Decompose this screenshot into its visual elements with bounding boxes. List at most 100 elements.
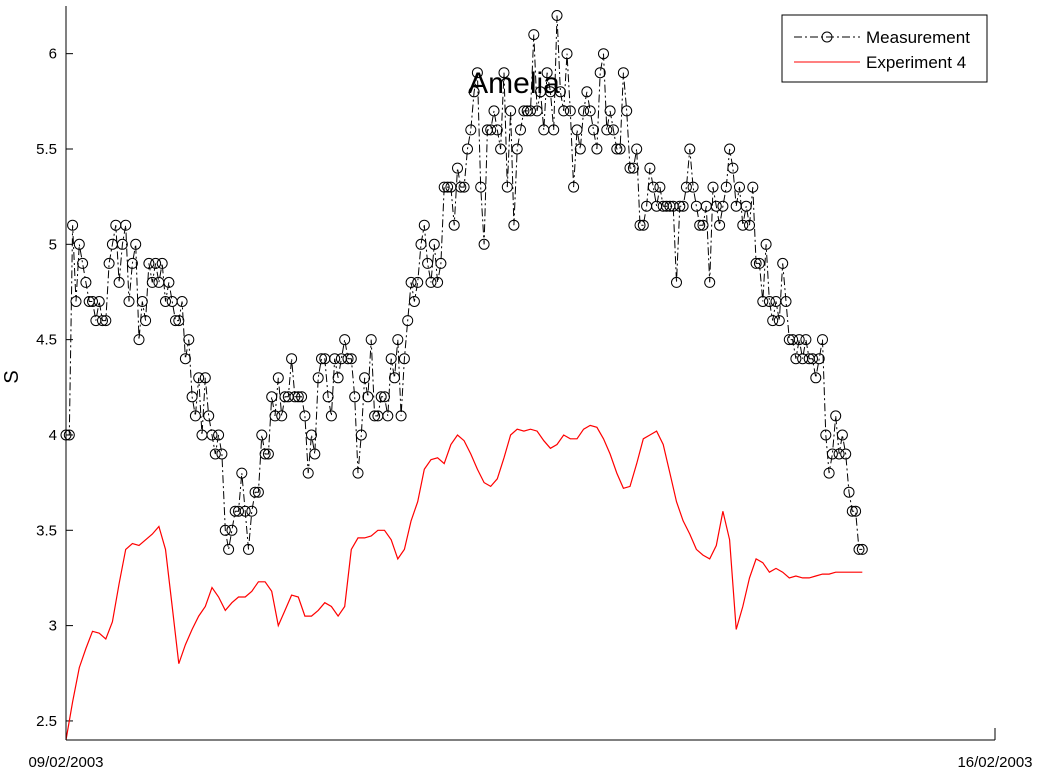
- measurement-point: [259, 448, 271, 460]
- measurement-point: [93, 296, 105, 307]
- measurement-point: [369, 410, 381, 422]
- measurement-point: [448, 219, 460, 231]
- measurement-point: [438, 181, 450, 193]
- measurement-point: [402, 315, 414, 327]
- measurement-point: [452, 162, 463, 174]
- measurement-point: [475, 181, 487, 193]
- measurement-point: [173, 315, 185, 327]
- measurement-point: [677, 200, 689, 212]
- measurement-point: [302, 467, 314, 479]
- measurement-point: [820, 429, 832, 441]
- measurement-point: [435, 257, 447, 269]
- measurement-point: [87, 296, 98, 307]
- measurement-point: [571, 124, 583, 136]
- measurement-point: [707, 181, 719, 193]
- measurement-point: [704, 276, 716, 288]
- measurement-point: [306, 429, 317, 441]
- measurement-point: [515, 124, 526, 136]
- y-tick-label: 3: [49, 618, 57, 635]
- legend-box: [781, 14, 988, 83]
- measurement-point: [67, 219, 79, 231]
- measurement-point: [840, 448, 852, 460]
- measurement-point: [408, 296, 420, 307]
- measurement-point: [236, 467, 248, 479]
- measurement-point: [813, 353, 825, 365]
- measurement-point: [747, 181, 759, 193]
- measurement-point: [614, 143, 626, 155]
- chart-title: Amelia: [468, 67, 560, 100]
- measurement-point: [136, 296, 148, 307]
- measurement-point: [286, 353, 298, 365]
- measurement-point: [551, 10, 563, 21]
- measurement-point: [720, 181, 732, 193]
- legend-measurement-marker: [821, 31, 833, 43]
- measurement-point: [740, 200, 752, 212]
- measurement-point: [471, 67, 483, 79]
- measurement-point: [584, 105, 596, 117]
- measurement-point: [611, 143, 623, 155]
- measurement-point: [219, 524, 231, 536]
- x-tick-label-start: 09/02/2003: [28, 754, 103, 769]
- measurement-point: [694, 219, 706, 231]
- measurement-point: [846, 505, 858, 517]
- measurement-point: [398, 353, 410, 365]
- measurement-point: [684, 143, 696, 155]
- measurement-point: [389, 372, 400, 384]
- measurement-point: [239, 505, 251, 517]
- measurement-point: [316, 353, 327, 365]
- y-axis-label: S: [1, 370, 23, 383]
- measurement-point: [710, 200, 722, 212]
- measurement-point: [379, 391, 390, 403]
- measurement-point: [339, 334, 351, 346]
- measurement-point: [836, 429, 848, 441]
- measurement-point: [763, 296, 775, 307]
- measurement-point: [488, 105, 500, 117]
- measurement-point: [213, 429, 225, 441]
- measurement-point: [189, 410, 201, 422]
- measurement-point: [554, 86, 566, 98]
- measurement-point: [627, 162, 639, 174]
- measurement-point: [697, 219, 709, 231]
- measurement-point: [753, 257, 765, 269]
- measurement-point: [252, 486, 264, 498]
- measurement-point: [176, 296, 188, 307]
- measurement-point: [223, 543, 235, 555]
- measurement-point: [680, 181, 692, 193]
- measurement-point: [163, 276, 175, 288]
- measurement-point: [116, 238, 128, 250]
- measurement-point: [103, 257, 115, 269]
- measurement-point: [856, 543, 868, 555]
- measurement-point: [179, 353, 191, 365]
- measurement-point: [687, 181, 699, 193]
- measurement-point: [349, 391, 361, 403]
- measurement-point: [734, 181, 745, 193]
- measurement-point: [654, 181, 666, 193]
- measurement-point: [601, 124, 613, 136]
- measurement-point: [130, 238, 142, 250]
- measurement-point: [329, 353, 341, 365]
- measurement-point: [564, 105, 576, 117]
- measurement-point: [160, 296, 171, 307]
- series-measurement-line: [66, 15, 863, 550]
- measurement-point: [77, 257, 89, 269]
- measurement-point: [233, 505, 244, 517]
- measurement-point: [425, 276, 437, 288]
- measurement-point: [491, 124, 503, 136]
- measurement-point: [385, 353, 397, 365]
- measurement-point: [588, 124, 599, 136]
- measurement-point: [143, 257, 155, 269]
- measurement-point: [501, 181, 513, 193]
- measurement-point: [73, 238, 85, 250]
- measurement-point: [362, 391, 374, 403]
- measurement-point: [123, 296, 135, 307]
- measurement-point: [186, 391, 198, 403]
- measurement-point: [296, 391, 308, 403]
- measurement-point: [193, 372, 205, 384]
- measurement-point: [561, 48, 573, 60]
- measurement-point: [823, 467, 835, 479]
- measurement-point: [594, 67, 606, 79]
- measurement-point: [312, 372, 324, 384]
- measurement-point: [807, 353, 818, 365]
- measurement-point: [243, 543, 254, 555]
